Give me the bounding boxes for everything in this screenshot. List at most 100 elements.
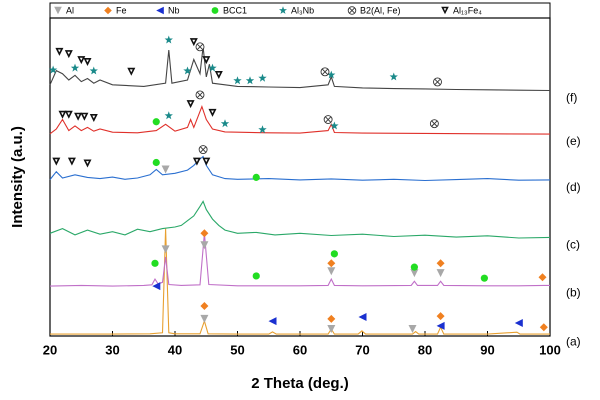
phase-marker xyxy=(539,323,548,332)
x-tick-label: 30 xyxy=(105,342,119,357)
phase-marker xyxy=(52,157,61,166)
series-line xyxy=(49,46,551,92)
phase-marker xyxy=(480,274,488,282)
marker-shape xyxy=(156,6,164,15)
phase-marker xyxy=(258,73,267,82)
marker-shape xyxy=(358,313,367,321)
marker-shape xyxy=(436,269,445,278)
phase-marker xyxy=(152,282,161,291)
legend-symbol xyxy=(54,6,62,15)
legend-label: Fe xyxy=(116,5,127,15)
marker-shape xyxy=(200,229,209,238)
marker-shape xyxy=(327,267,336,276)
phase-marker xyxy=(48,65,58,74)
marker-shape xyxy=(200,146,207,153)
marker-shape xyxy=(220,119,230,128)
x-tick-label: 60 xyxy=(293,342,307,357)
phase-marker xyxy=(268,317,277,326)
phase-marker xyxy=(77,56,86,65)
phase-marker xyxy=(192,157,201,166)
x-tick-label: 100 xyxy=(539,342,561,357)
phase-marker xyxy=(214,71,223,79)
phase-marker xyxy=(208,108,217,117)
marker-shape xyxy=(211,110,214,114)
marker-shape xyxy=(389,72,398,81)
marker-shape xyxy=(330,121,339,130)
phase-marker xyxy=(436,259,445,268)
marker-shape xyxy=(327,70,336,79)
marker-shape xyxy=(327,259,336,268)
phase-marker xyxy=(410,263,418,271)
x-tick-label: 70 xyxy=(355,342,369,357)
marker-shape xyxy=(204,57,208,61)
marker-shape xyxy=(204,159,208,162)
phase-marker xyxy=(233,76,242,85)
series-label: (f) xyxy=(566,91,577,105)
phase-marker xyxy=(89,66,98,75)
phase-marker xyxy=(200,314,209,323)
marker-shape xyxy=(70,63,80,72)
legend-label: Al₁₃Fe₄ xyxy=(453,5,482,15)
phase-marker xyxy=(70,63,80,72)
phase-marker xyxy=(327,314,336,323)
phase-marker xyxy=(323,115,333,124)
legend-label: Al xyxy=(66,5,74,15)
phase-marker xyxy=(127,67,136,76)
marker-shape xyxy=(152,118,160,126)
marker-shape xyxy=(245,76,255,85)
marker-shape xyxy=(67,112,71,116)
phase-marker xyxy=(330,250,338,258)
marker-shape xyxy=(434,79,441,85)
phase-marker xyxy=(436,312,445,321)
marker-shape xyxy=(104,6,112,15)
series-label: (c) xyxy=(566,238,580,252)
legend-symbol xyxy=(279,6,287,14)
marker-shape xyxy=(183,66,192,75)
phase-marker xyxy=(208,63,217,72)
legend-symbol xyxy=(104,6,112,15)
x-tick-label: 40 xyxy=(168,342,182,357)
phase-marker xyxy=(55,47,64,56)
phase-marker xyxy=(408,325,417,333)
legend-label: Al₃Nb xyxy=(291,5,314,15)
phase-marker xyxy=(202,157,211,166)
x-tick-label: 20 xyxy=(43,342,57,357)
marker-shape xyxy=(233,76,242,85)
legend-label: Nb xyxy=(168,5,180,15)
marker-shape xyxy=(436,259,445,268)
marker-shape xyxy=(164,35,173,44)
phase-marker xyxy=(195,42,205,52)
series-label: (e) xyxy=(566,134,581,148)
phase-marker xyxy=(83,58,92,66)
phase-marker xyxy=(200,241,209,250)
marker-shape xyxy=(61,112,64,116)
marker-shape xyxy=(200,241,209,250)
phase-marker xyxy=(64,50,73,59)
marker-shape xyxy=(443,8,447,11)
marker-shape xyxy=(514,319,523,327)
marker-shape xyxy=(268,317,277,326)
phase-marker xyxy=(189,38,198,47)
phase-marker xyxy=(151,259,159,267)
marker-shape xyxy=(189,101,192,105)
marker-shape xyxy=(83,114,86,118)
marker-shape xyxy=(89,66,98,75)
phase-marker xyxy=(330,121,339,130)
marker-shape xyxy=(195,159,199,162)
marker-shape xyxy=(192,39,196,43)
phase-marker xyxy=(258,125,267,134)
marker-shape xyxy=(86,161,89,164)
marker-shape xyxy=(208,63,217,72)
phase-marker xyxy=(161,245,170,254)
phase-marker xyxy=(410,269,419,278)
marker-shape xyxy=(164,111,173,120)
marker-shape xyxy=(217,72,221,76)
phase-marker xyxy=(198,145,208,155)
phase-marker xyxy=(183,66,192,75)
series-line xyxy=(49,104,551,135)
marker-shape xyxy=(79,57,83,61)
marker-shape xyxy=(200,314,209,323)
phase-marker xyxy=(389,72,398,81)
legend-label: B2(Al, Fe) xyxy=(360,5,401,15)
marker-shape xyxy=(539,323,548,332)
